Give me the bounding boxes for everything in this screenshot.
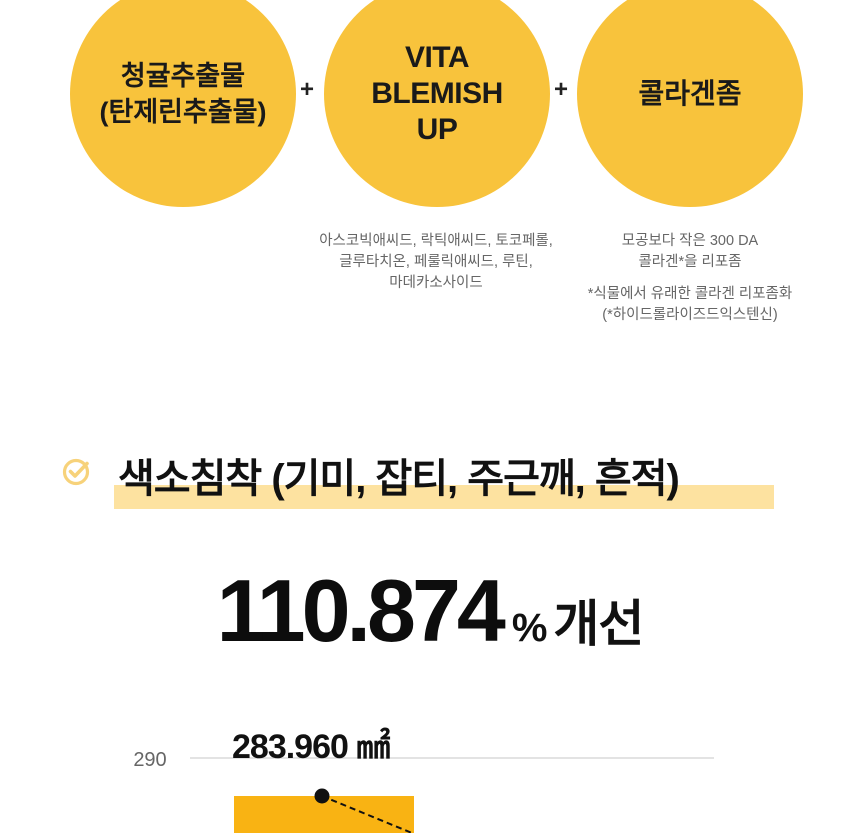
improvement-label: 개선 <box>553 596 644 652</box>
ingredient-circle-tangerine: 청귤추출물 (탄제린추출물) <box>70 0 296 207</box>
ingredient-circle-collagen-some: 콜라겐좀 <box>577 0 803 207</box>
y-tick-label: 290 <box>133 749 166 771</box>
improvement-unit: % <box>511 606 548 650</box>
section-heading: 색소침착 (기미, 잡티, 주근깨, 흔적) <box>118 457 680 501</box>
pigmentation-chart: 290 283.960 ㎟ <box>133 727 714 833</box>
plus-sign: + <box>554 76 569 103</box>
data-label: 283.960 ㎟ <box>232 727 390 766</box>
ingredient-name: VITA BLEMISH UP <box>371 41 503 146</box>
ingredient-circle-vita-blemish-up: VITA BLEMISH UP <box>324 0 550 207</box>
ingredient-description: 모공보다 작은 300 DA 콜라겐*을 리포좀 <box>621 233 759 270</box>
heading-highlight <box>114 485 774 509</box>
check-circle-icon <box>62 458 90 486</box>
ingredient-name: 청귤추출물 (탄제린추출물) <box>99 61 267 127</box>
trend-line <box>321 795 413 833</box>
ingredient-name: 콜라겐좀 <box>638 78 742 109</box>
ingredient-footnote: *식물에서 유래한 콜라겐 리포좀화 (*하이드롤라이즈드익스텐신) <box>587 286 793 323</box>
data-point <box>314 788 330 804</box>
ingredient-description: 아스코빅애씨드, 락틱애씨드, 토코페롤, 글루타치온, 페룰릭애씨드, 루틴,… <box>319 233 553 291</box>
improvement-value: 110.874 <box>216 561 506 660</box>
plus-sign: + <box>300 76 315 103</box>
improvement-stat: 110.874% 개선 <box>0 560 860 662</box>
